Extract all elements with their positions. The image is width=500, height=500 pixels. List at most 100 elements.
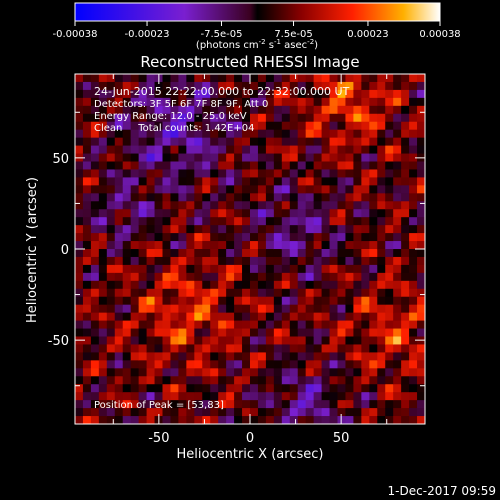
heatmap-cell: [186, 145, 195, 155]
heatmap-cell: [401, 225, 410, 234]
heatmap-cell: [178, 352, 187, 361]
heatmap-cell: [122, 145, 132, 155]
heatmap-cell: [393, 169, 402, 178]
heatmap-cell: [98, 201, 108, 210]
heatmap-cell: [385, 233, 394, 242]
heatmap-cell: [226, 280, 235, 290]
heatmap-cell: [178, 129, 187, 139]
heatmap-cell: [305, 288, 315, 298]
heatmap-cell: [377, 97, 386, 107]
heatmap-cell: [178, 145, 187, 155]
heatmap-cell: [162, 320, 172, 330]
heatmap-cell: [250, 209, 259, 218]
heatmap-cell: [250, 280, 259, 290]
heatmap-cell: [345, 89, 354, 99]
heatmap-cell: [170, 185, 179, 194]
heatmap-cell: [265, 416, 275, 424]
heatmap-cell: [329, 249, 339, 258]
heatmap-cell: [130, 185, 140, 194]
heatmap-cell: [337, 153, 347, 163]
heatmap-cell: [393, 288, 402, 298]
heatmap-cell: [178, 328, 187, 338]
heatmap-cell: [329, 145, 339, 155]
heatmap-cell: [401, 320, 410, 330]
heatmap-cell: [90, 161, 100, 171]
heatmap-cell: [257, 249, 267, 258]
heatmap-cell: [385, 376, 394, 385]
heatmap-cell: [401, 288, 410, 298]
heatmap-cell: [409, 288, 418, 298]
heatmap-cell: [106, 352, 116, 361]
heatmap-cell: [98, 169, 108, 178]
heatmap-cell: [242, 312, 251, 322]
heatmap-cell: [130, 408, 140, 417]
heatmap-cell: [242, 137, 251, 147]
heatmap-cell: [90, 320, 100, 330]
heatmap-cell: [353, 145, 362, 155]
heatmap-cell: [186, 376, 195, 385]
heatmap-cell: [82, 193, 92, 202]
heatmap-cell: [106, 137, 116, 147]
heatmap-cell: [289, 288, 299, 298]
heatmap-cell: [257, 217, 267, 226]
heatmap-cell: [257, 89, 267, 99]
heatmap-cell: [273, 400, 283, 409]
heatmap-cell: [106, 161, 116, 171]
heatmap-cell: [194, 185, 203, 194]
heatmap-cell: [114, 384, 124, 393]
heatmap-cell: [393, 320, 402, 330]
heatmap-cell: [75, 225, 84, 234]
heatmap-cell: [385, 185, 394, 194]
heatmap-cell: [122, 256, 132, 266]
heatmap-cell: [393, 256, 402, 266]
heatmap-cell: [114, 400, 124, 409]
heatmap-cell: [242, 352, 251, 361]
heatmap-cell: [297, 392, 307, 401]
heatmap-cell: [138, 177, 148, 186]
heatmap-cell: [75, 105, 84, 115]
heatmap-cell: [138, 368, 148, 377]
heatmap-cell: [417, 249, 425, 258]
heatmap-cell: [417, 241, 425, 250]
heatmap-cell: [170, 153, 179, 163]
heatmap-cell: [297, 288, 307, 298]
heatmap-cell: [265, 225, 275, 234]
heatmap-cell: [82, 201, 92, 210]
heatmap-cell: [122, 225, 132, 234]
heatmap-cell: [146, 400, 156, 409]
heatmap-cell: [369, 161, 378, 171]
heatmap-cell: [321, 312, 331, 322]
heatmap-cell: [345, 288, 354, 298]
heatmap-cell: [345, 105, 354, 115]
heatmap-cell: [393, 344, 402, 353]
heatmap-cell: [329, 368, 339, 377]
heatmap-cell: [369, 121, 378, 131]
heatmap-cell: [242, 288, 251, 298]
heatmap-cell: [321, 153, 331, 163]
heatmap-cell: [385, 416, 394, 424]
colorbar: [74, 2, 441, 22]
heatmap-cell: [257, 201, 267, 210]
heatmap-cell: [194, 129, 203, 139]
heatmap-cell: [90, 264, 100, 274]
heatmap-cell: [226, 121, 235, 131]
heatmap-cell: [202, 121, 211, 131]
heatmap-cell: [321, 121, 331, 131]
heatmap-cell: [242, 185, 251, 194]
heatmap-cell: [289, 400, 299, 409]
heatmap-cell: [154, 241, 164, 250]
heatmap-cell: [218, 249, 227, 258]
heatmap-cell: [202, 74, 211, 83]
heatmap-cell: [234, 256, 243, 266]
heatmap-cell: [75, 360, 84, 369]
heatmap-cell: [281, 161, 291, 171]
heatmap-cell: [369, 177, 378, 186]
heatmap-cell: [377, 74, 386, 83]
heatmap-cell: [162, 89, 172, 99]
heatmap-cell: [337, 97, 347, 107]
heatmap-cell: [377, 344, 386, 353]
heatmap-cell: [393, 249, 402, 258]
heatmap-cell: [273, 376, 283, 385]
heatmap-cell: [170, 400, 179, 409]
heatmap-cell: [202, 193, 211, 202]
